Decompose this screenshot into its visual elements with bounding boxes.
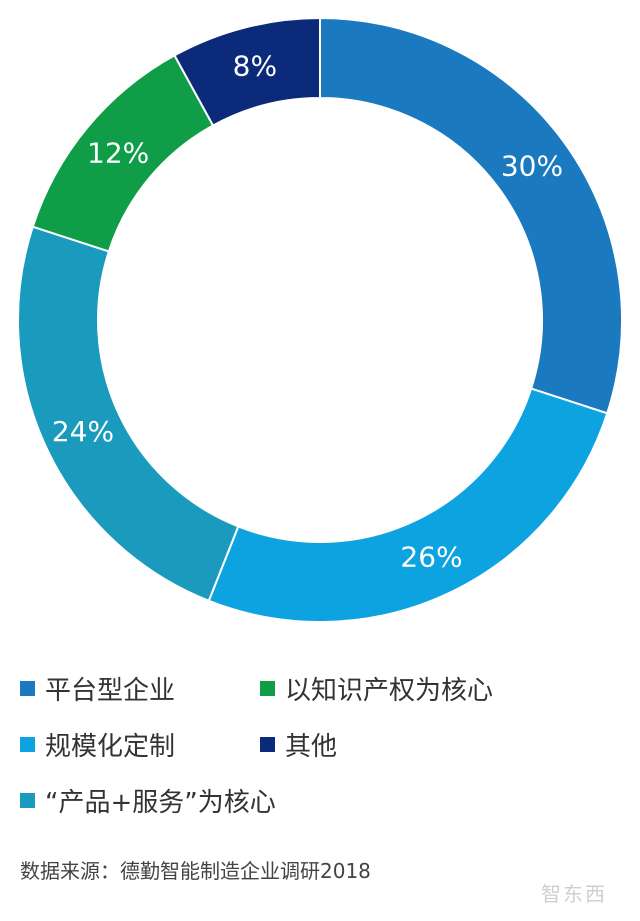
- donut-slice-2: [17, 225, 240, 603]
- legend-item-custom: 规模化定制: [20, 724, 175, 764]
- legend-label: 规模化定制: [45, 731, 176, 762]
- legend-label: “产品+服务”为核心: [45, 787, 276, 818]
- legend-swatch: [260, 680, 275, 696]
- donut-slice-1: [207, 387, 609, 623]
- legend-swatch: [20, 680, 35, 696]
- slice-value-label-4: 8%: [233, 50, 277, 83]
- watermark-logo: 智东西: [541, 882, 607, 906]
- donut-slice-4: [173, 16, 321, 127]
- donut-slice-0: [319, 16, 623, 415]
- data-source-note: 数据来源：德勤智能制造企业调研2018: [20, 859, 371, 883]
- legend-item-ip: 以知识产权为核心: [260, 668, 493, 708]
- legend-item-other: 其他: [260, 724, 337, 764]
- legend-swatch: [260, 736, 275, 752]
- slice-value-label-1: 26%: [400, 541, 462, 574]
- legend-label: 其他: [285, 731, 338, 762]
- legend-swatch: [20, 736, 35, 752]
- slice-value-label-0: 30%: [501, 150, 563, 183]
- legend-item-platform: 平台型企业: [20, 668, 175, 708]
- legend-label: 以知识产权为核心: [285, 675, 494, 706]
- slice-value-label-2: 24%: [52, 415, 114, 448]
- legend-swatch: [20, 792, 35, 808]
- legend-item-product-service: “产品+服务”为核心: [20, 780, 276, 820]
- slice-value-label-3: 12%: [87, 136, 149, 169]
- donut-chart: 30% 26% 24% 12% 8%: [17, 16, 623, 623]
- legend-label: 平台型企业: [45, 675, 176, 706]
